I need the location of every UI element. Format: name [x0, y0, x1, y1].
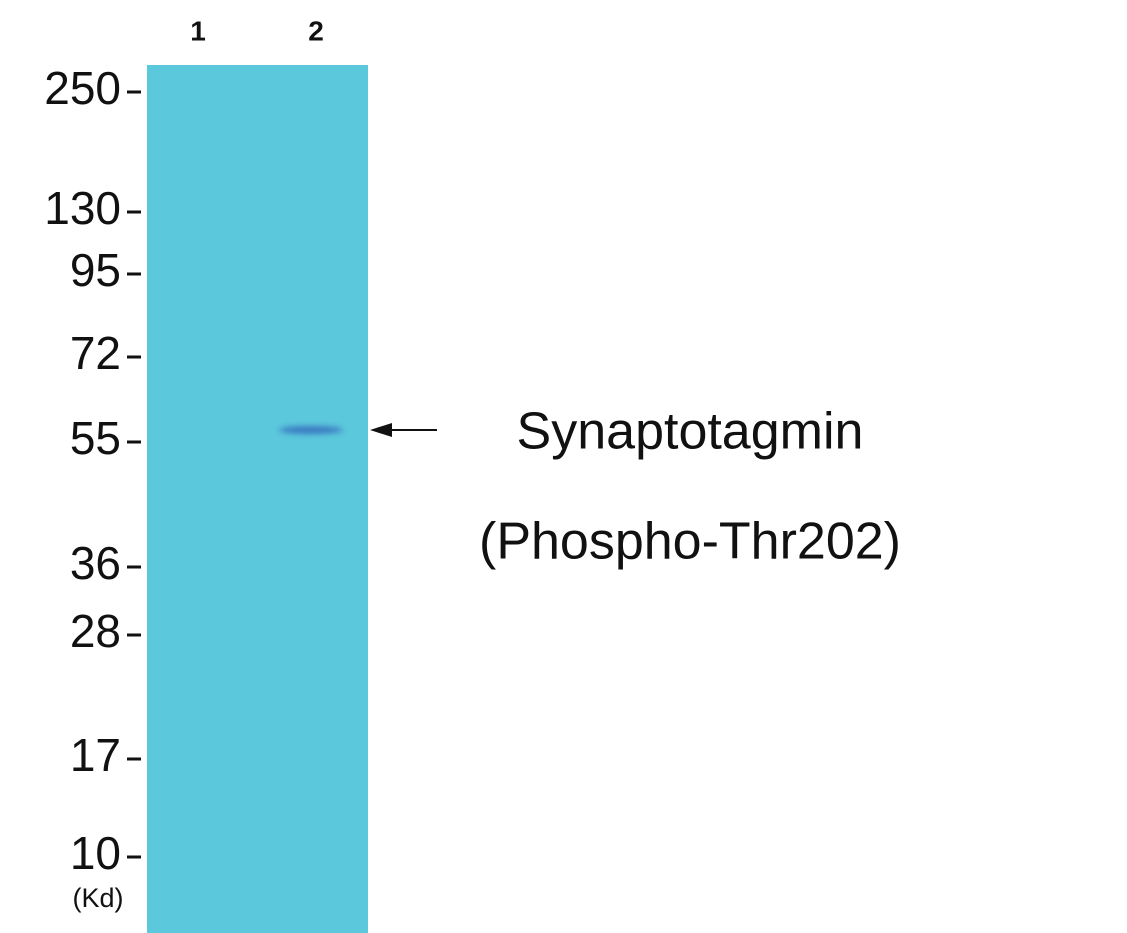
- marker-label: 55: [70, 412, 121, 464]
- target-name: Synaptotagmin: [517, 403, 864, 461]
- arrow-head: [370, 423, 392, 437]
- blot-membrane: [147, 65, 368, 933]
- marker-label: 10: [70, 827, 121, 879]
- marker-label: 95: [70, 244, 121, 296]
- marker-label: 36: [70, 537, 121, 589]
- marker-label: 250: [44, 62, 121, 114]
- protein-band: [279, 426, 343, 434]
- marker-label: 130: [44, 182, 121, 234]
- unit-label: (Kd): [72, 883, 123, 913]
- lane-label: 2: [308, 15, 324, 46]
- marker-label: 72: [70, 327, 121, 379]
- marker-label: 17: [70, 729, 121, 781]
- target-modification: (Phospho-Thr202): [479, 513, 901, 571]
- lane-label: 1: [190, 15, 206, 46]
- marker-label: 28: [70, 605, 121, 657]
